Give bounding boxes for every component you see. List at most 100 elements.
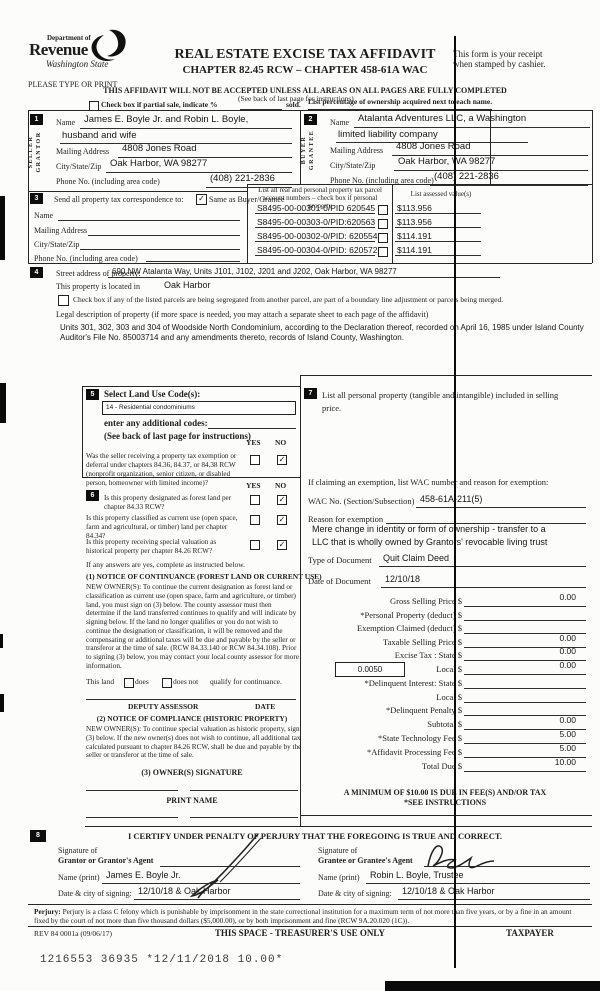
parcel-number[interactable]: S8495-00-00303-0/PID:620563 [257,217,376,227]
assessed-value[interactable]: $113.956 [397,203,432,213]
parcel-personal-checkbox[interactable] [378,247,388,257]
grantor-date-city-value[interactable]: 12/10/18 & Oak Harbor [138,886,231,896]
print-name-blank[interactable] [86,817,178,818]
grantee-date-city-value[interactable]: 12/10/18 & Oak Harbor [402,886,495,896]
owner-sig-blank[interactable] [190,790,298,791]
field-underline [464,771,586,772]
historical-yes-checkbox[interactable] [250,540,260,550]
doc-type-value[interactable]: Quit Claim Deed [383,553,450,563]
segregated-checkbox[interactable] [58,295,69,306]
seller-phone-value[interactable]: (408) 221-2836 [210,173,275,184]
parcel-number[interactable]: S8495-00-00302-0/PID: 620554 [257,231,378,241]
corr-city-blank[interactable] [80,249,240,250]
current-use-no-checkbox[interactable]: ✓ [277,515,287,525]
buyer-mailing-value[interactable]: 4808 Jones Road [396,141,471,152]
seller-city-value[interactable]: Oak Harbor, WA 98277 [110,158,208,169]
current-use-yes-checkbox[interactable] [250,515,260,525]
field-underline [464,729,586,730]
does-not-checkbox[interactable] [162,678,172,688]
money-value[interactable]: 0.00 [559,592,576,602]
assessed-value[interactable]: $114.191 [397,231,432,241]
field-underline [395,255,481,256]
partial-sale-blank[interactable] [240,109,282,110]
parcel-personal-checkbox[interactable] [378,205,388,215]
money-value[interactable]: 0.00 [559,715,576,725]
field-underline [464,688,586,689]
money-value[interactable]: 10.00 [554,757,576,767]
parcel-number[interactable]: S8495-00-00304-0/PID: 620572 [257,245,378,255]
money-value[interactable]: 0.00 [559,660,576,670]
corr-name-blank[interactable] [58,220,240,221]
buyer-name-value[interactable]: Atalanta Adventures LLC, a Washington [358,113,527,124]
see-instructions-note: *SEE INSTRUCTIONS [403,798,487,807]
does-label: does [135,677,149,686]
field-underline [255,227,375,228]
field-underline [464,606,586,607]
money-label: Local $ [436,692,462,702]
field-underline [464,660,586,661]
corr-phone-blank[interactable] [146,261,240,262]
border-line [28,926,592,927]
buyer-phone-value[interactable]: (408) 221-2836 [434,171,499,182]
field-underline [108,277,500,278]
claiming-exemption-label: If claiming an exemption, list WAC numbe… [308,477,549,487]
located-in-value[interactable]: Oak Harbor [164,280,211,290]
reason-exemption-value-2[interactable]: LLC that is wholly owned by Grantors' re… [312,537,548,547]
doc-date-value[interactable]: 12/10/18 [385,574,421,584]
reason-exemption-value[interactable]: Mere change in identity or form of owner… [312,524,546,534]
parcel-number[interactable]: S8495-00-00301-0/PID 620545 [257,203,376,213]
buyer-name-value-2[interactable]: limited liability company [338,129,438,140]
grantor-name-value[interactable]: James E. Boyle Jr. [106,870,181,880]
seller-name-value[interactable]: James E. Boyle Jr. and Robin L. Boyle, [84,114,249,125]
exemption-no-checkbox[interactable]: ✓ [277,455,287,465]
street-address-value[interactable]: 690 NW Atalanta Way, Units J101, J102, J… [112,267,397,276]
border-line [28,904,592,905]
deputy-assessor-sig-blank[interactable] [86,699,296,700]
owner-sig-blank[interactable] [86,790,178,791]
parcel-personal-checkbox[interactable] [378,219,388,229]
segregated-label: Check box if any of the listed parcels a… [73,295,504,304]
grantee-signature-of-label: Signature of [318,846,358,855]
date-label: DATE [255,702,276,711]
local-rate-value: 0.0050 [357,665,383,674]
field-underline [379,566,586,567]
border-line [85,826,592,827]
corr-mailing-blank[interactable] [88,235,240,236]
land-use-code-select[interactable]: 14 - Residential condominiums [102,401,296,415]
grantee-signature [418,838,498,879]
additional-codes-blank[interactable] [208,428,296,429]
assessed-value[interactable]: $113.956 [397,217,432,227]
does-checkbox[interactable] [124,678,134,688]
seller-mailing-value[interactable]: 4808 Jones Road [122,143,197,154]
field-underline [395,227,481,228]
border-line [300,375,592,376]
exemption-question: Was the seller receiving a property tax … [86,452,237,487]
local-rate-box[interactable]: 0.0050 [335,662,405,677]
assessed-value[interactable]: $114.191 [397,245,432,255]
section-8-marker: 8 [30,830,46,842]
grantee-signature-blank[interactable] [424,866,590,867]
money-value[interactable]: 5.00 [559,743,576,753]
money-value[interactable]: 0.00 [559,646,576,656]
border-line [300,815,592,816]
historical-no-checkbox[interactable]: ✓ [277,540,287,550]
money-value[interactable]: 5.00 [559,729,576,739]
money-value[interactable]: 0.00 [559,633,576,643]
same-as-buyer-checkbox[interactable]: ✓ [196,194,207,205]
parcel-personal-checkbox[interactable] [378,233,388,243]
buyer-city-value[interactable]: Oak Harbor, WA 98277 [398,156,496,167]
wac-number-value[interactable]: 458-61A-211(5) [420,494,483,504]
exemption-yes-checkbox[interactable] [250,455,260,465]
corr-phone-label: Phone No. (including area code) [34,254,138,263]
field-underline [354,127,590,128]
print-name-blank[interactable] [190,817,298,818]
forest-no-checkbox[interactable]: ✓ [277,495,287,505]
money-label: Total Due $ [421,761,462,771]
border-line [392,184,393,263]
field-underline [255,213,375,214]
grantee-name-value[interactable]: Robin L. Boyle, Trustee [370,870,464,880]
forest-yes-checkbox[interactable] [250,495,260,505]
seller-name-value-2[interactable]: husband and wife [62,130,137,141]
legal-description-value[interactable]: Units 301, 302, 303 and 304 of Woodside … [60,323,584,343]
